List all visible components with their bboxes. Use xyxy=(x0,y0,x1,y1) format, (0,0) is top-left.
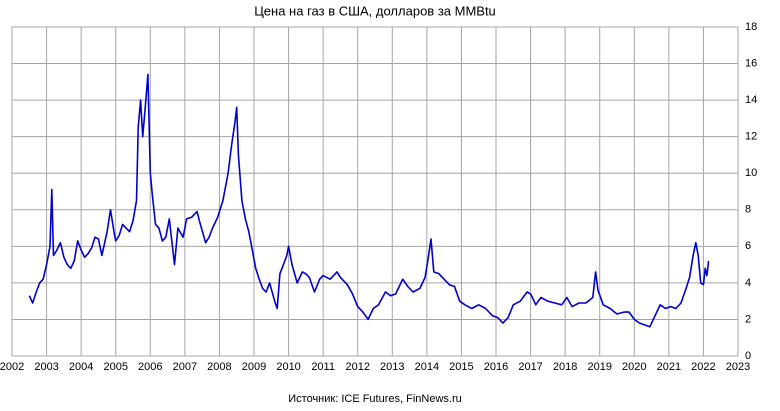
y-tick-label: 16 xyxy=(745,57,757,69)
source-note: Источник: ICE Futures, FinNews.ru xyxy=(288,393,462,405)
y-tick-label: 12 xyxy=(745,131,757,143)
x-tick-label: 2005 xyxy=(103,361,127,373)
y-tick-label: 8 xyxy=(745,204,751,216)
price-line xyxy=(28,73,710,328)
x-tick-label: 2007 xyxy=(173,361,197,373)
x-tick-label: 2017 xyxy=(518,361,542,373)
x-tick-label: 2004 xyxy=(69,361,93,373)
y-tick-label: 2 xyxy=(745,313,751,325)
x-tick-label: 2011 xyxy=(311,361,335,373)
x-tick-label: 2020 xyxy=(622,361,646,373)
y-tick-label: 18 xyxy=(745,21,757,33)
x-tick-label: 2016 xyxy=(484,361,508,373)
x-tick-label: 2012 xyxy=(345,361,369,373)
y-tick-label: 14 xyxy=(745,94,757,106)
x-tick-label: 2009 xyxy=(242,361,266,373)
x-tick-label: 2015 xyxy=(449,361,473,373)
x-tick-label: 2002 xyxy=(0,361,24,373)
y-tick-label: 10 xyxy=(745,167,757,179)
x-tick-label: 2022 xyxy=(691,361,715,373)
x-tick-label: 2014 xyxy=(415,361,439,373)
y-tick-label: 6 xyxy=(745,240,751,252)
y-tick-label: 0 xyxy=(745,350,751,362)
x-tick-label: 2003 xyxy=(34,361,58,373)
chart-title: Цена на газ в США, долларов за MMBtu xyxy=(254,3,496,18)
x-tick-label: 2008 xyxy=(207,361,231,373)
x-tick-label: 2010 xyxy=(276,361,300,373)
y-tick-label: 4 xyxy=(745,277,751,289)
x-tick-label: 2021 xyxy=(657,361,681,373)
x-tick-label: 2013 xyxy=(380,361,404,373)
x-tick-label: 2018 xyxy=(553,361,577,373)
x-tick-label: 2023 xyxy=(726,361,750,373)
x-tick-label: 2006 xyxy=(138,361,162,373)
x-tick-label: 2019 xyxy=(587,361,611,373)
